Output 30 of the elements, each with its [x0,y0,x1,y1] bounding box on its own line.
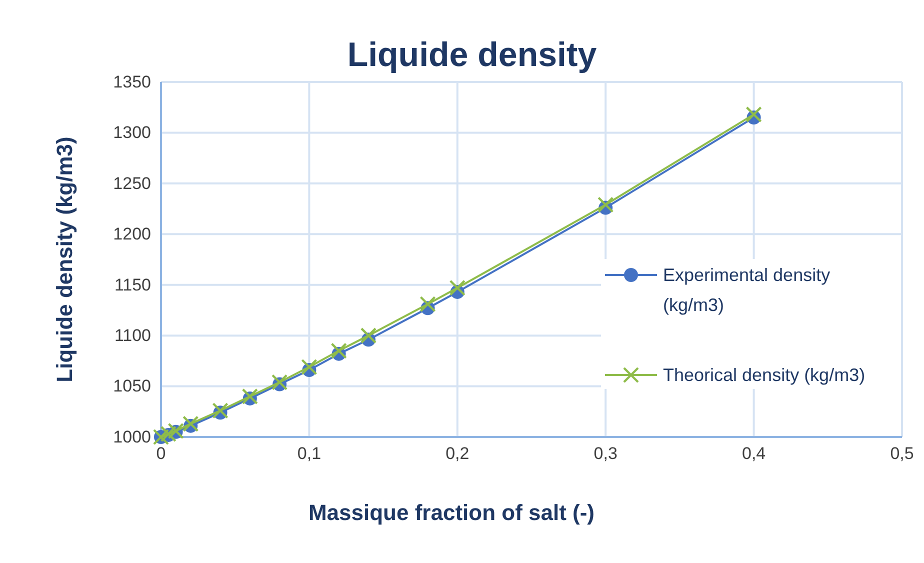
point [598,196,614,213]
x-tick-label: 0,2 [446,444,470,464]
point [242,388,258,405]
x-tick-label: 0,4 [742,444,766,464]
y-axis-title: Liquide density (kg/m3) [52,136,77,382]
point [449,280,466,296]
x-tick-label: 0,1 [297,444,322,464]
point [301,358,318,376]
y-tick-label: 1150 [114,275,151,294]
x-tick-label: 0,5 [890,444,914,464]
legend-label: Experimental density (kg/m3) [663,265,830,315]
point [746,106,762,123]
chart-title: Liquide density [347,36,597,74]
x-tick-label: 0 [156,444,166,464]
y-tick-label: 1200 [113,224,151,244]
point [420,296,436,312]
x-tick-label: 0,3 [594,444,618,464]
point [360,327,377,344]
y-tick-label: 1250 [113,174,151,193]
y-tick-label: 1050 [113,376,151,396]
y-tick-label: 1300 [113,123,151,142]
point [212,402,228,419]
legend-label: Theorical density (kg/m3) [663,365,866,385]
point [330,342,347,359]
point [271,374,288,390]
x-axis-title: Massique fraction of salt (-) [308,500,595,525]
y-tick-label: 1000 [113,427,151,446]
y-tick-label: 1350 [113,72,151,92]
point [182,416,199,432]
y-tick-label: 1100 [114,326,151,346]
